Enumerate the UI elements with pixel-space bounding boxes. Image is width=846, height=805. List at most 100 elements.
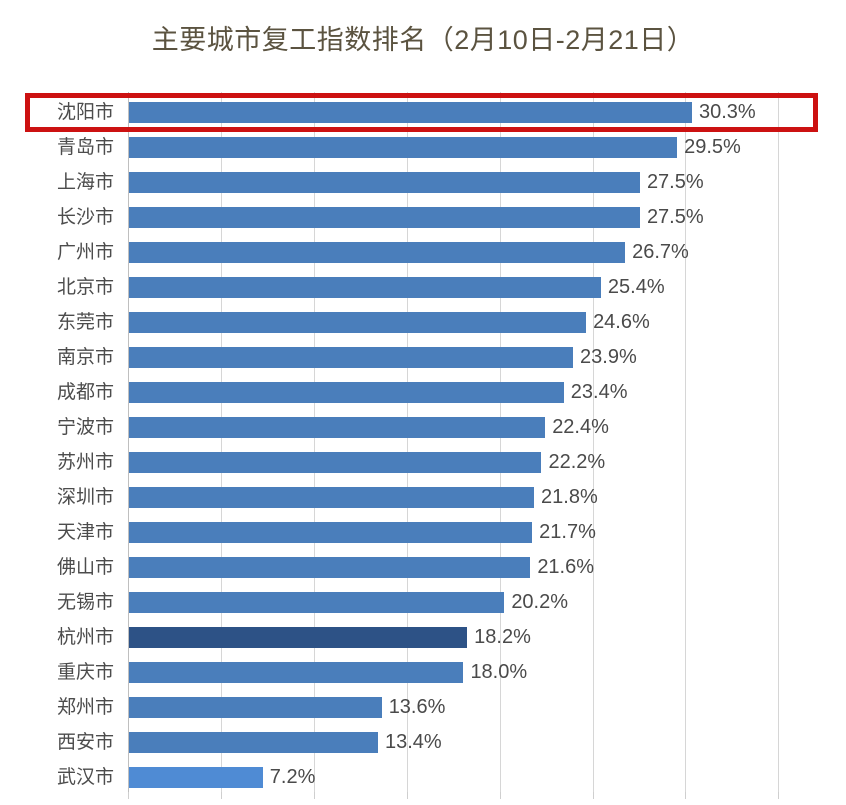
category-label: 青岛市 — [56, 137, 114, 158]
category-label: 无锡市 — [56, 592, 114, 613]
bar-value-label: 23.4% — [570, 381, 628, 403]
bar[interactable] — [129, 767, 263, 788]
bar-value-label: 22.2% — [548, 451, 606, 473]
bar[interactable] — [129, 697, 382, 718]
category-label: 沈阳市 — [56, 102, 114, 123]
bar-row[interactable]: 天津市 21.7% — [0, 515, 846, 550]
bar[interactable] — [129, 277, 601, 298]
category-label: 苏州市 — [56, 452, 114, 473]
bar[interactable] — [129, 207, 640, 228]
category-label: 郑州市 — [56, 697, 114, 718]
bar[interactable] — [129, 102, 692, 123]
bar-value-label: 7.2% — [269, 766, 316, 788]
bar-container: 21.7% — [129, 515, 596, 550]
chart-title: 主要城市复工指数排名（2月10日-2月21日） — [151, 25, 695, 55]
bar-container: 7.2% — [129, 760, 315, 795]
bar-value-label: 23.9% — [580, 346, 637, 368]
bar-value-label: 21.8% — [541, 486, 598, 508]
bar-container: 13.4% — [129, 725, 442, 760]
bar-row[interactable]: 成都市 23.4% — [0, 375, 846, 410]
tick-5 — [220, 792, 222, 799]
bar-row[interactable]: 北京市 25.4% — [0, 270, 846, 305]
bar-container: 24.6% — [129, 305, 650, 340]
tick-0 — [128, 792, 129, 799]
bar-row[interactable]: 重庆市 18.0% — [0, 655, 846, 690]
bar-container: 21.8% — [129, 480, 598, 515]
bar-value-label: 27.5% — [646, 171, 704, 193]
bar[interactable] — [129, 627, 468, 648]
bar-container: 13.6% — [129, 690, 445, 725]
bar-row[interactable]: 武汉市 7.2% — [0, 760, 846, 795]
tick-30 — [685, 792, 687, 799]
bar-value-label: 13.6% — [388, 696, 446, 718]
bar[interactable] — [129, 417, 546, 438]
bar[interactable] — [129, 557, 531, 578]
tick-25 — [592, 792, 594, 799]
bar-rows: 沈阳市 30.3% 青岛市 29.5% 上海市 27.5% 长沙市 27.5% 广州市 26.7%… — [0, 92, 846, 792]
category-label: 佛山市 — [56, 557, 114, 578]
bar-container: 27.5% — [129, 165, 704, 200]
bar-row[interactable]: 宁波市 22.4% — [0, 410, 846, 445]
bar-row[interactable]: 上海市 27.5% — [0, 165, 846, 200]
axis-tick-marks — [0, 792, 846, 802]
bar[interactable] — [129, 242, 626, 263]
bar-container: 22.2% — [129, 445, 605, 480]
bar-container: 29.5% — [129, 130, 741, 165]
bar[interactable] — [129, 662, 464, 683]
bar-row[interactable]: 苏州市 22.2% — [0, 445, 846, 480]
bar[interactable] — [129, 452, 542, 473]
bar-row[interactable]: 青岛市 29.5% — [0, 130, 846, 165]
bar-row[interactable]: 长沙市 27.5% — [0, 200, 846, 235]
bar-row[interactable]: 沈阳市 30.3% — [0, 95, 846, 130]
bar[interactable] — [129, 312, 587, 333]
plot-area: 沈阳市 30.3% 青岛市 29.5% 上海市 27.5% 长沙市 27.5% 广州市 26.7%… — [0, 92, 846, 792]
bar[interactable] — [129, 347, 574, 368]
category-label: 深圳市 — [56, 487, 114, 508]
bar-row[interactable]: 郑州市 13.6% — [0, 690, 846, 725]
bar-container: 23.4% — [129, 375, 627, 410]
bar-row[interactable]: 无锡市 20.2% — [0, 585, 846, 620]
bar[interactable] — [129, 487, 535, 508]
bar[interactable] — [129, 172, 640, 193]
bar-container: 26.7% — [129, 235, 689, 270]
bar[interactable] — [129, 522, 533, 543]
bar[interactable] — [129, 592, 505, 613]
bar-container: 18.2% — [129, 620, 531, 655]
bar-value-label: 18.2% — [474, 626, 531, 648]
bar-value-label: 24.6% — [593, 311, 650, 333]
bar-value-label: 30.3% — [698, 101, 756, 123]
bar-row[interactable]: 西安市 13.4% — [0, 725, 846, 760]
bar[interactable] — [129, 732, 378, 753]
bar-row[interactable]: 佛山市 21.6% — [0, 550, 846, 585]
bar-container: 25.4% — [129, 270, 665, 305]
bar-container: 30.3% — [129, 95, 756, 130]
category-label: 重庆市 — [56, 662, 114, 683]
bar-row[interactable]: 广州市 26.7% — [0, 235, 846, 270]
bar-row[interactable]: 南京市 23.9% — [0, 340, 846, 375]
bar-container: 23.9% — [129, 340, 637, 375]
category-label: 杭州市 — [56, 627, 114, 648]
bar-value-label: 21.6% — [537, 556, 595, 578]
bar-value-label: 22.4% — [552, 416, 609, 438]
bar[interactable] — [129, 137, 678, 158]
category-label: 宁波市 — [56, 417, 114, 438]
category-label: 武汉市 — [56, 767, 114, 788]
bar-container: 22.4% — [129, 410, 609, 445]
bar-value-label: 13.4% — [384, 731, 442, 753]
bar-row[interactable]: 杭州市 18.2% — [0, 620, 846, 655]
tick-20 — [499, 792, 501, 799]
category-label: 东莞市 — [56, 312, 114, 333]
bar-container: 21.6% — [129, 550, 594, 585]
category-label: 上海市 — [56, 172, 114, 193]
category-label: 北京市 — [56, 277, 114, 298]
bar-row[interactable]: 深圳市 21.8% — [0, 480, 846, 515]
bar[interactable] — [129, 382, 564, 403]
bar-value-label: 21.7% — [539, 521, 596, 543]
category-label: 广州市 — [56, 242, 114, 263]
category-label: 成都市 — [56, 382, 114, 403]
bar-container: 20.2% — [129, 585, 568, 620]
bar-value-label: 18.0% — [470, 661, 528, 683]
bar-row[interactable]: 东莞市 24.6% — [0, 305, 846, 340]
bar-value-label: 25.4% — [607, 276, 665, 298]
